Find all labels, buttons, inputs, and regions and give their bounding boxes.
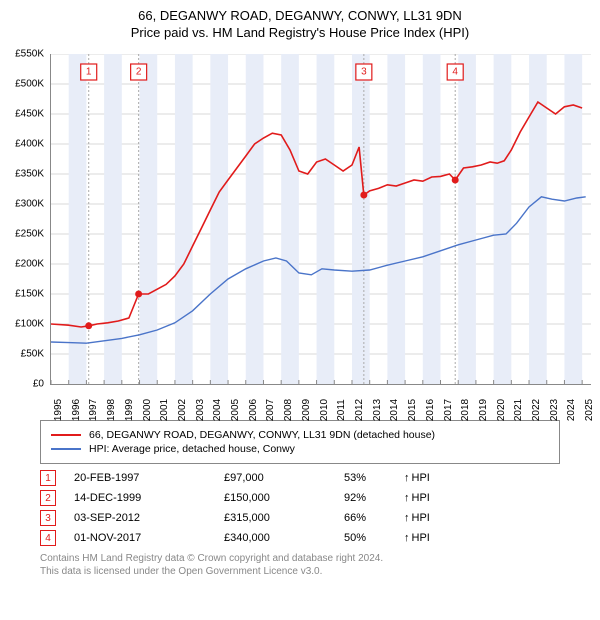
sales-table: 120-FEB-1997£97,00053%↑ HPI214-DEC-1999£… — [40, 470, 560, 546]
plot-svg: 1 2 3 4 — [51, 54, 591, 384]
y-tick-label: £450K — [15, 109, 44, 120]
y-tick-label: £500K — [15, 79, 44, 90]
sales-row: 2 14-DEC-1999£150,00092%↑ HPI — [40, 490, 560, 506]
sales-marker: 2 — [40, 490, 56, 506]
sales-suffix: HPI — [412, 492, 430, 504]
event-dot — [452, 177, 459, 184]
y-tick-label: £300K — [15, 199, 44, 210]
y-tick-label: £250K — [15, 229, 44, 240]
x-tick-label: 2017 — [443, 399, 454, 421]
x-tick-label: 2005 — [230, 399, 241, 421]
legend-swatch — [51, 434, 81, 436]
x-tick-label: 2003 — [195, 399, 206, 421]
plot-area: 1 2 3 4 — [50, 54, 591, 385]
legend: 66, DEGANWY ROAD, DEGANWY, CONWY, LL31 9… — [40, 420, 560, 464]
footer-line2: This data is licensed under the Open Gov… — [40, 565, 560, 578]
sales-row: 1 20-FEB-1997£97,00053%↑ HPI — [40, 470, 560, 486]
x-tick-label: 2002 — [177, 399, 188, 421]
x-tick-label: 2004 — [212, 399, 223, 421]
sales-date: 20-FEB-1997 — [74, 472, 224, 484]
sales-pct: 53% — [344, 472, 404, 484]
y-tick-label: £100K — [15, 319, 44, 330]
chart-container: 66, DEGANWY ROAD, DEGANWY, CONWY, LL31 9… — [0, 0, 600, 578]
sales-row: 4 01-NOV-2017£340,00050%↑ HPI — [40, 530, 560, 546]
y-tick-label: £350K — [15, 169, 44, 180]
sales-marker: 3 — [40, 510, 56, 526]
sales-suffix: HPI — [412, 532, 430, 544]
sales-pct: 50% — [344, 532, 404, 544]
x-tick-label: 1995 — [53, 399, 64, 421]
arrow-up-icon: ↑ — [404, 492, 410, 504]
y-tick-label: £150K — [15, 289, 44, 300]
x-tick-label: 2011 — [336, 399, 347, 421]
x-tick-label: 2022 — [531, 399, 542, 421]
x-tick-label: 1997 — [88, 399, 99, 421]
x-tick-label: 2025 — [584, 399, 595, 421]
event-label: 2 — [136, 67, 142, 78]
legend-swatch — [51, 448, 81, 450]
title-block: 66, DEGANWY ROAD, DEGANWY, CONWY, LL31 9… — [0, 0, 600, 44]
footer: Contains HM Land Registry data © Crown c… — [40, 552, 560, 578]
y-tick-label: £550K — [15, 49, 44, 60]
sales-marker: 4 — [40, 530, 56, 546]
arrow-up-icon: ↑ — [404, 532, 410, 544]
x-tick-label: 2008 — [283, 399, 294, 421]
arrow-up-icon: ↑ — [404, 512, 410, 524]
x-axis: 1995199619971998199920002001200220032004… — [50, 386, 590, 414]
y-tick-label: £400K — [15, 139, 44, 150]
event-label: 1 — [86, 67, 92, 78]
sales-date: 03-SEP-2012 — [74, 512, 224, 524]
x-tick-label: 2000 — [142, 399, 153, 421]
event-label: 3 — [361, 67, 367, 78]
x-tick-label: 2020 — [496, 399, 507, 421]
x-tick-label: 2006 — [248, 399, 259, 421]
x-tick-label: 1996 — [71, 399, 82, 421]
sales-pct: 66% — [344, 512, 404, 524]
x-tick-label: 2021 — [513, 399, 524, 421]
sales-marker: 1 — [40, 470, 56, 486]
chart-area: £0 £50K £100K £150K £200K £250K £300K £350K £400… — [0, 44, 600, 414]
x-tick-label: 1999 — [124, 399, 135, 421]
footer-line1: Contains HM Land Registry data © Crown c… — [40, 552, 560, 565]
x-tick-label: 2001 — [159, 399, 170, 421]
x-tick-label: 2014 — [389, 399, 400, 421]
x-tick-label: 2018 — [460, 399, 471, 421]
x-tick-label: 2023 — [549, 399, 560, 421]
x-tick-label: 2013 — [372, 399, 383, 421]
x-tick-label: 1998 — [106, 399, 117, 421]
event-dot — [85, 322, 92, 329]
arrow-up-icon: ↑ — [404, 472, 410, 484]
sales-price: £340,000 — [224, 532, 344, 544]
sales-suffix: HPI — [412, 472, 430, 484]
title-subtitle: Price paid vs. HM Land Registry's House … — [0, 25, 600, 40]
legend-row: HPI: Average price, detached house, Conw… — [51, 443, 549, 455]
event-dot — [135, 291, 142, 298]
sales-row: 3 03-SEP-2012£315,00066%↑ HPI — [40, 510, 560, 526]
x-tick-label: 2024 — [566, 399, 577, 421]
title-address: 66, DEGANWY ROAD, DEGANWY, CONWY, LL31 9… — [0, 8, 600, 23]
x-tick-label: 2012 — [354, 399, 365, 421]
x-tick-label: 2009 — [301, 399, 312, 421]
sales-price: £150,000 — [224, 492, 344, 504]
sales-price: £315,000 — [224, 512, 344, 524]
y-tick-label: £200K — [15, 259, 44, 270]
sales-suffix: HPI — [412, 512, 430, 524]
sales-date: 01-NOV-2017 — [74, 532, 224, 544]
event-dot — [360, 192, 367, 199]
x-tick-label: 2016 — [425, 399, 436, 421]
x-tick-label: 2019 — [478, 399, 489, 421]
y-axis: £0£50K£100K£150K£200K£250K£300K£350K£400… — [0, 54, 48, 384]
sales-pct: 92% — [344, 492, 404, 504]
legend-row: 66, DEGANWY ROAD, DEGANWY, CONWY, LL31 9… — [51, 429, 549, 441]
y-tick-label: £0 — [33, 379, 44, 390]
x-tick-label: 2010 — [319, 399, 330, 421]
legend-label: HPI: Average price, detached house, Conw… — [89, 443, 295, 455]
sales-price: £97,000 — [224, 472, 344, 484]
sales-date: 14-DEC-1999 — [74, 492, 224, 504]
x-tick-label: 2015 — [407, 399, 418, 421]
y-tick-label: £50K — [21, 349, 44, 360]
x-tick-label: 2007 — [265, 399, 276, 421]
legend-label: 66, DEGANWY ROAD, DEGANWY, CONWY, LL31 9… — [89, 429, 435, 441]
event-label: 4 — [452, 67, 458, 78]
